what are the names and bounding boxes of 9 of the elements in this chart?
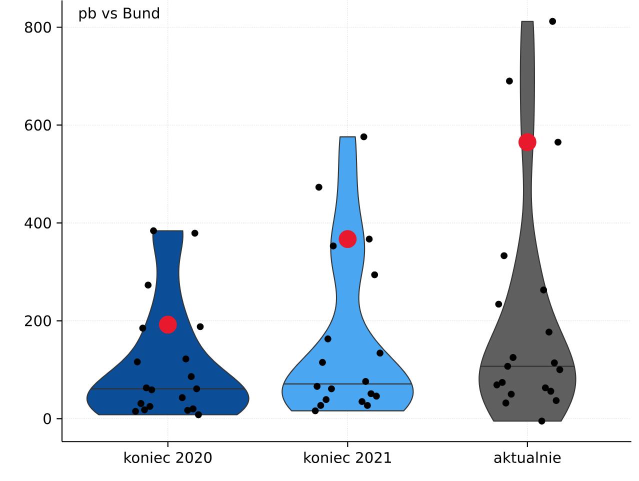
y-tick-label: 0 <box>44 413 51 424</box>
x-tick-label: koniec 2020 <box>124 452 212 464</box>
y-tick-label: 400 <box>24 217 51 228</box>
x-tick-label: koniec 2021 <box>304 452 391 464</box>
y-tick-label: 800 <box>24 22 51 33</box>
y-tick-label: 200 <box>25 315 51 326</box>
x-tick-label: aktualnie <box>494 452 561 464</box>
y-tick-label: 600 <box>24 120 51 131</box>
chart-title: pb vs Bund <box>79 7 159 22</box>
